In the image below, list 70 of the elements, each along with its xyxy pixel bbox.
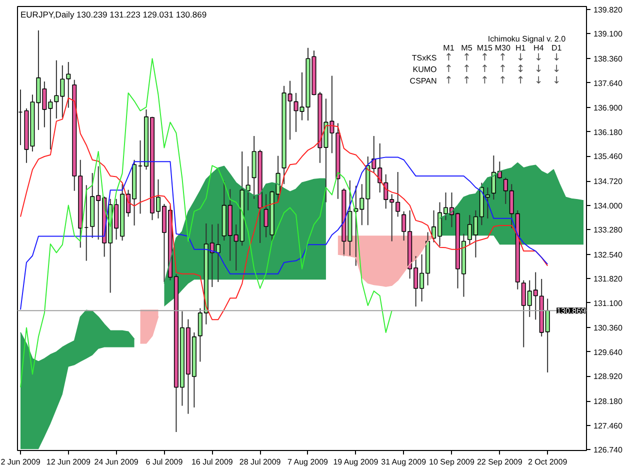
x-tick-label: 6 Jul 2009 bbox=[146, 458, 184, 466]
y-tick-label: 129.640 bbox=[594, 348, 623, 357]
annotation: ↑ bbox=[444, 52, 453, 64]
annotation: ↕ bbox=[516, 64, 525, 76]
line-series bbox=[20, 156, 548, 310]
y-tick-label: 132.540 bbox=[594, 250, 623, 260]
annotation: H4 bbox=[533, 44, 544, 53]
annotation: ↑ bbox=[480, 76, 489, 87]
candlestick bbox=[246, 166, 250, 211]
annotation: ↑ bbox=[462, 52, 471, 64]
annotation: ↓ bbox=[516, 52, 525, 64]
line-series bbox=[20, 97, 548, 320]
annotation: H1 bbox=[516, 44, 526, 53]
annotation: ↑ bbox=[444, 76, 453, 87]
x-tick-label: 19 Aug 2009 bbox=[333, 458, 379, 466]
annotation: KUMO bbox=[412, 65, 437, 74]
y-tick-label: 126.740 bbox=[594, 445, 623, 454]
ref-line-label: 130.869 bbox=[556, 306, 586, 316]
annotation: CSPAN bbox=[410, 76, 437, 86]
y-tick-label: 139.100 bbox=[594, 30, 623, 39]
x-tick-label: 24 Jun 2009 bbox=[94, 458, 139, 466]
annotation: ↓ bbox=[552, 76, 561, 87]
x-tick-label: 10 Sep 2009 bbox=[429, 458, 475, 466]
annotation: TSxKS bbox=[412, 54, 437, 63]
chart-title: EURJPY,Daily 130.239 131.223 129.031 130.869 bbox=[20, 10, 207, 20]
annotation: M1 bbox=[443, 44, 455, 53]
annotation: ↓ bbox=[534, 52, 543, 64]
annotation: ↓ bbox=[552, 64, 561, 76]
x-tick-label: 31 Aug 2009 bbox=[381, 458, 427, 466]
x-tick-label: 22 Sep 2009 bbox=[476, 458, 523, 466]
candlestick bbox=[66, 62, 71, 108]
x-tick-label: 7 Aug 2009 bbox=[288, 458, 329, 466]
y-tick-label: 135.460 bbox=[594, 152, 623, 162]
x-tick-label: 2 Oct 2009 bbox=[528, 458, 568, 466]
annotation: ↑ bbox=[480, 52, 489, 64]
annotation: D1 bbox=[551, 44, 562, 53]
annotation: ↓ bbox=[552, 52, 561, 64]
annotation: M30 bbox=[494, 44, 511, 53]
annotation: M15 bbox=[476, 44, 494, 53]
y-tick-label: 133.280 bbox=[594, 226, 623, 235]
y-tick-label: 139.820 bbox=[594, 6, 623, 15]
y-tick-label: 127.460 bbox=[594, 421, 623, 430]
line-series bbox=[20, 58, 392, 388]
annotation: ↑ bbox=[498, 76, 507, 87]
y-tick-label: 134.720 bbox=[594, 177, 623, 186]
annotation: Ichimoku Signal v. 2.0 bbox=[488, 34, 566, 44]
annotation: ↑ bbox=[498, 64, 507, 76]
annotation: ↓ bbox=[534, 76, 543, 87]
annotation: ↑ bbox=[480, 64, 489, 76]
x-tick-label: 2 Jun 2009 bbox=[0, 458, 41, 466]
y-tick-label: 136.180 bbox=[594, 128, 623, 137]
y-tick-label: 136.900 bbox=[594, 104, 623, 113]
y-tick-label: 130.360 bbox=[594, 324, 623, 333]
y-tick-label: 128.180 bbox=[594, 397, 623, 406]
annotation: ↑ bbox=[444, 64, 453, 76]
annotation: M5 bbox=[461, 44, 473, 53]
x-tick-label: 16 Jul 2009 bbox=[191, 458, 234, 466]
annotation: ↑ bbox=[462, 64, 471, 76]
x-tick-label: 12 Jun 2009 bbox=[46, 458, 91, 466]
y-tick-label: 131.820 bbox=[594, 274, 623, 284]
y-tick-label: 128.920 bbox=[594, 372, 623, 382]
annotation: ↑ bbox=[516, 76, 525, 87]
y-tick-label: 131.100 bbox=[594, 298, 623, 308]
y-tick-label: 138.360 bbox=[594, 54, 623, 64]
y-tick-label: 137.640 bbox=[594, 78, 623, 88]
annotation: ↓ bbox=[534, 64, 543, 76]
y-tick-label: 134.000 bbox=[594, 201, 623, 210]
annotation: ↑ bbox=[462, 76, 471, 87]
annotation: ↑ bbox=[498, 52, 507, 64]
x-tick-label: 28 Jul 2009 bbox=[239, 458, 282, 466]
